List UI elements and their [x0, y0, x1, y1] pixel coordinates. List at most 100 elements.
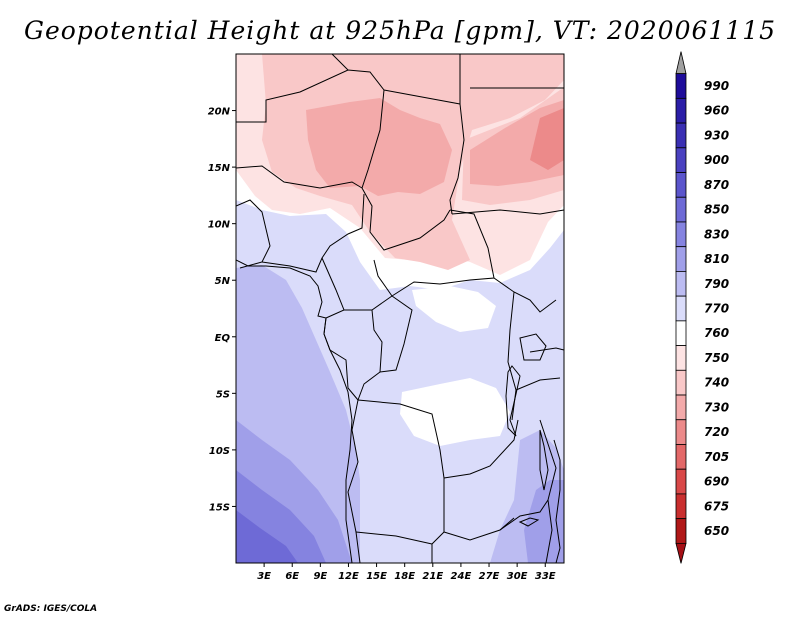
- legend-label: 705: [704, 450, 729, 464]
- border-line: [355, 531, 433, 545]
- legend-swatch: [675, 221, 687, 248]
- lon-tick-label: 30E: [507, 571, 528, 582]
- legend-swatch: [675, 246, 687, 272]
- border-line: [431, 478, 445, 563]
- legend-label: 740: [704, 376, 729, 390]
- legend-label: 760: [704, 326, 729, 340]
- legend-swatch: [675, 73, 687, 99]
- legend-label: 850: [704, 203, 729, 217]
- lat-tick-label: 15N: [208, 163, 231, 174]
- legend-label: 690: [704, 475, 729, 489]
- border-line: [236, 165, 363, 189]
- border-line: [539, 419, 557, 563]
- border-line: [499, 499, 549, 531]
- region-810-southeast: [524, 480, 564, 563]
- lake-outline: [505, 365, 521, 437]
- grads-credit: GrADS: IGES/COLA: [4, 604, 98, 614]
- legend-label: 960: [704, 104, 729, 118]
- legend-swatch: [675, 172, 687, 198]
- coastline: [236, 259, 353, 563]
- legend-bottom-arrow: [675, 542, 687, 564]
- legend-label: 675: [704, 499, 729, 513]
- border-line: [236, 199, 271, 269]
- border-line: [493, 277, 557, 313]
- lat-tick-label: 10S: [209, 446, 230, 457]
- legend-swatch: [675, 493, 687, 520]
- border-line: [451, 209, 564, 215]
- legend-label: 990: [704, 79, 729, 93]
- border-line: [347, 399, 361, 563]
- border-line: [373, 209, 495, 297]
- border-line: [379, 295, 413, 373]
- lon-tick-label: 6E: [285, 571, 299, 582]
- region-760-north-interior: [412, 286, 496, 332]
- legend-label: 930: [704, 128, 729, 142]
- legend-label: 770: [704, 302, 729, 316]
- lat-tick-label: 10N: [208, 220, 231, 231]
- legend-label: 790: [704, 277, 729, 291]
- country-borders: [236, 54, 564, 563]
- legend-swatch: [675, 369, 687, 396]
- region-730-north: [306, 98, 452, 196]
- map-frame: [235, 53, 565, 564]
- lon-tick-label: 24E: [451, 571, 472, 582]
- border-line: [321, 257, 345, 319]
- region-760-interior: [400, 378, 510, 446]
- border-line: [443, 517, 515, 541]
- border-line: [357, 309, 383, 401]
- lon-tick-label: 27E: [479, 571, 500, 582]
- lake-outline: [518, 517, 540, 527]
- legend-label: 750: [704, 351, 729, 365]
- legend-swatch: [675, 122, 687, 149]
- border-line: [515, 377, 561, 391]
- legend-label: 730: [704, 400, 729, 414]
- legend-label: 830: [704, 227, 729, 241]
- map-title: Geopotential Height at 925hPa [gpm], VT:…: [23, 16, 777, 45]
- lat-tick-label: EQ: [215, 333, 231, 344]
- lon-tick-label: 12E: [338, 571, 359, 582]
- lon-tick-label: 15E: [366, 571, 387, 582]
- border-line: [361, 187, 451, 251]
- legend-swatch: [675, 468, 687, 495]
- geopotential-field: [236, 54, 564, 563]
- lat-tick-label: 20N: [208, 107, 231, 118]
- legend-swatch: [675, 345, 687, 371]
- legend-label: 810: [704, 252, 729, 266]
- longitude-axis: 3E 6E 9E 12E 15E 18E 21E 24E 27E 30E 33E: [257, 563, 556, 582]
- border-line: [261, 193, 365, 273]
- lon-tick-label: 21E: [422, 571, 443, 582]
- lake-outline: [519, 333, 547, 361]
- color-legend: 990 960 930 900 870 850 830 810 790 770 760 750 740 7…: [675, 51, 729, 564]
- coastline: [553, 439, 561, 563]
- lat-tick-label: 15S: [209, 502, 230, 513]
- legend-label: 650: [704, 524, 729, 538]
- legend-swatch: [675, 419, 687, 445]
- legend-swatch: [675, 320, 687, 346]
- lon-tick-label: 9E: [313, 571, 327, 582]
- lake-outline: [539, 429, 549, 491]
- legend-swatch: [675, 444, 687, 470]
- legend-label: 870: [704, 178, 729, 192]
- border-line: [236, 69, 385, 123]
- legend-swatch: [675, 196, 687, 223]
- region-850-coast: [236, 510, 298, 563]
- legend-label: 720: [704, 425, 729, 439]
- lon-tick-label: 3E: [257, 571, 271, 582]
- lat-tick-label: 5N: [215, 276, 231, 287]
- latitude-axis: 20N 15N 10N 5N EQ 5S 10S 15S: [208, 107, 236, 513]
- border-line: [529, 347, 564, 353]
- region-720-east: [530, 108, 564, 170]
- legend-swatch: [675, 518, 687, 544]
- legend-swatch: [675, 271, 687, 297]
- legend-swatch: [675, 97, 687, 124]
- legend-swatch: [675, 394, 687, 421]
- lon-tick-label: 33E: [535, 571, 556, 582]
- legend-swatch: [675, 295, 687, 322]
- legend-top-arrow: [675, 51, 687, 75]
- legend-swatch: [675, 147, 687, 173]
- lat-tick-label: 5S: [216, 389, 230, 400]
- lon-tick-label: 18E: [394, 571, 415, 582]
- legend-label: 900: [704, 153, 729, 167]
